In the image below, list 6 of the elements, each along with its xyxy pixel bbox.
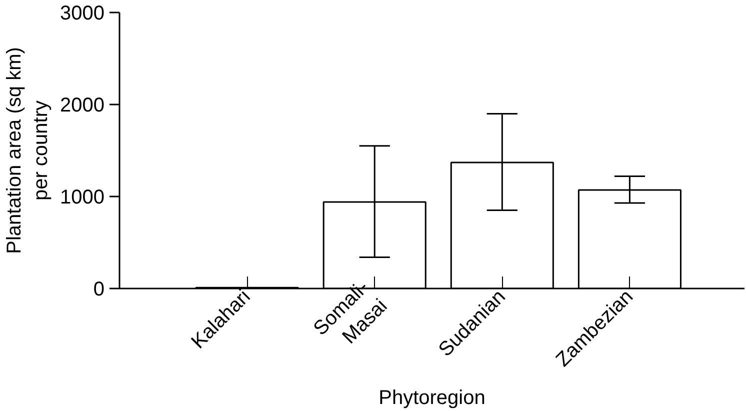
- y-tick-label: 1000: [60, 186, 105, 208]
- y-tick-label: 2000: [60, 94, 105, 116]
- y-axis-title: Plantation area (sq km) per country: [4, 47, 52, 254]
- y-tick-label: 3000: [60, 2, 105, 24]
- x-axis-title: Phytoregion: [378, 386, 486, 409]
- y-tick-label: 0: [93, 278, 104, 300]
